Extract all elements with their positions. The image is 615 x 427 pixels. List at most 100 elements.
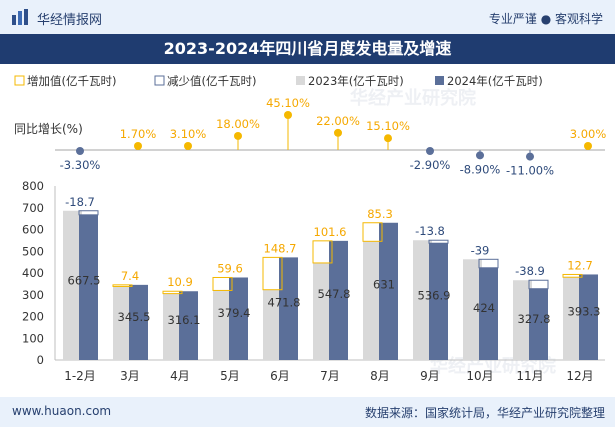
chart-area: 华经产业研究院 华经产业研究院 增加值(亿千瓦时) 减少值(亿千瓦时) 2023… — [14, 74, 607, 383]
bar-2023 — [563, 277, 582, 360]
value-label-2024: 345.5 — [118, 310, 151, 324]
growth-marker — [526, 152, 534, 161]
growth-marker — [334, 128, 342, 137]
growth-label: 15.10% — [366, 119, 410, 133]
legend-label-2023: 2023年(亿千瓦时) — [308, 74, 404, 88]
change-label: 59.6 — [217, 261, 243, 275]
growth-label: 18.00% — [216, 117, 260, 131]
bars: -18.7 667.5 7.4 345.5 10.9 316.1 59.6 379.4 148.… — [63, 195, 600, 360]
bar-2024 — [529, 288, 548, 360]
change-label: -18.7 — [65, 195, 95, 209]
bar-2023 — [163, 293, 182, 360]
x-tick-label: 4月 — [170, 369, 190, 383]
x-tick-label: 5月 — [220, 369, 240, 383]
growth-marker — [184, 142, 192, 150]
site-url: www.huaon.com — [12, 404, 112, 418]
y-tick-label: 100 — [22, 331, 44, 345]
logo-icon — [12, 9, 28, 25]
change-label: 85.3 — [367, 207, 393, 221]
bar-2023 — [63, 210, 82, 360]
watermark-top: 华经产业研究院 — [350, 87, 476, 109]
value-label-2024: 547.8 — [318, 287, 351, 301]
increase-box — [262, 256, 283, 291]
increase-box — [162, 290, 183, 295]
growth-marker — [426, 147, 434, 155]
legend-label-2024: 2024年(亿千瓦时) — [447, 74, 543, 88]
bar-2024 — [229, 277, 248, 360]
bar-2024 — [179, 291, 198, 360]
growth-marker — [234, 131, 242, 140]
value-label-2024: 393.3 — [568, 305, 601, 319]
value-label-2024: 316.1 — [168, 313, 201, 327]
change-label: -38.9 — [515, 264, 545, 278]
decrease-box — [528, 279, 549, 290]
y-tick-label: 200 — [22, 310, 44, 324]
bar-2023 — [113, 286, 132, 360]
growth-label: 22.00% — [316, 114, 360, 128]
x-tick-label: 7月 — [320, 369, 340, 383]
value-label-2024: 631 — [373, 278, 395, 292]
growth-marker — [584, 142, 592, 150]
growth-marker — [76, 147, 84, 155]
growth-label: 45.10% — [266, 96, 310, 110]
logo-text: 华经情报网 — [37, 13, 103, 28]
growth-axis-label: 同比增长(%) — [14, 122, 83, 136]
chart-title: 2023-2024年四川省月度发电量及增速 — [0, 34, 615, 64]
growth-label: -2.90% — [410, 158, 451, 172]
bar-2024 — [329, 240, 348, 360]
bar-2024 — [279, 257, 298, 360]
x-tick-label: 6月 — [270, 369, 290, 383]
growth-label: -3.30% — [60, 158, 101, 172]
slogan: 专业严谨 ● 客观科学 — [488, 12, 603, 26]
value-label-2024: 327.8 — [518, 312, 551, 326]
bar-2023 — [213, 290, 232, 360]
increase-box — [362, 222, 383, 242]
growth-label: 1.70% — [120, 127, 157, 141]
value-label-2024: 379.4 — [218, 306, 251, 320]
x-tick-label: 1-2月 — [64, 369, 96, 383]
legend: 增加值(亿千瓦时) 减少值(亿千瓦时) 2023年(亿千瓦时) 2024年(亿千… — [14, 74, 543, 88]
y-tick-label: 0 — [37, 353, 44, 367]
increase-box — [112, 284, 133, 287]
bar-2023 — [363, 241, 382, 360]
y-tick-label: 500 — [22, 244, 44, 258]
growth-label: -8.90% — [460, 162, 501, 176]
bar-2023 — [413, 240, 432, 360]
decrease-box — [478, 258, 499, 269]
legend-swatch-increase — [14, 75, 25, 86]
x-tick-label: 8月 — [370, 369, 390, 383]
growth-label: -11.00% — [506, 164, 554, 178]
bar-2024 — [429, 243, 448, 360]
change-label: 101.6 — [314, 225, 347, 239]
y-tick-label: 800 — [22, 179, 44, 193]
change-label: 7.4 — [121, 269, 139, 283]
change-label: 10.9 — [167, 275, 193, 289]
bar-2024 — [129, 284, 148, 360]
growth-label: 3.00% — [570, 127, 607, 141]
increase-box — [562, 273, 583, 278]
decrease-box — [428, 239, 449, 244]
y-tick-label: 600 — [22, 223, 44, 237]
growth-marker — [284, 111, 292, 119]
value-label-2024: 424 — [473, 301, 495, 315]
x-tick-label: 3月 — [120, 369, 140, 383]
x-tick-label: 11月 — [516, 369, 543, 383]
value-label-2024: 536.9 — [418, 288, 451, 302]
bar-2023 — [313, 262, 332, 360]
growth-label: 3.10% — [170, 127, 207, 141]
legend-swatch-2023 — [296, 76, 305, 85]
change-label: -39 — [471, 243, 490, 257]
bottom-bar: www.huaon.com 数据来源：国家统计局，华经产业研究院整理 — [0, 397, 615, 427]
x-tick-label: 9月 — [420, 369, 440, 383]
legend-swatch-decrease — [154, 75, 165, 86]
bar-2023 — [463, 259, 482, 360]
bar-2023 — [263, 289, 282, 360]
x-tick-labels: 1-2月 3月 4月 5月 6月 7月 8月 9月 10月 11月 12月 — [64, 369, 593, 383]
change-label: 148.7 — [264, 241, 297, 255]
bar-2024 — [579, 274, 598, 360]
x-tick-label: 10月 — [466, 369, 493, 383]
decrease-box — [78, 210, 99, 216]
top-bar: 华经情报网 专业严谨 ● 客观科学 — [0, 0, 615, 34]
growth-marker — [134, 142, 142, 150]
y-tick-label: 700 — [22, 201, 44, 215]
